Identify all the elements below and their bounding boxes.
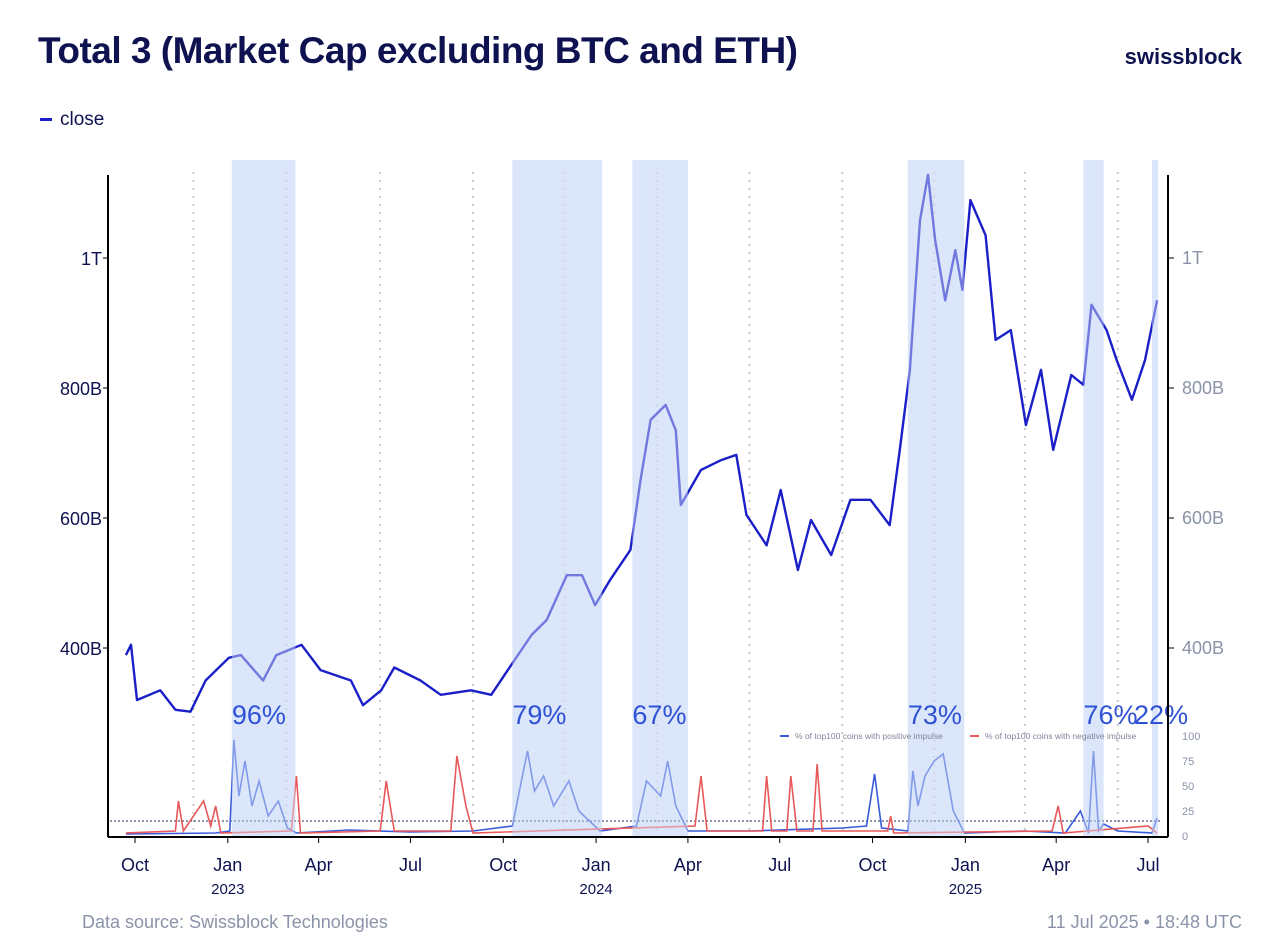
shaded-region [512, 160, 603, 836]
y-tick-label-left: 400B [60, 639, 102, 659]
region-label: 67% [632, 700, 686, 730]
x-tick-label: Apr [1042, 855, 1070, 875]
y-tick-label-left: 1T [81, 249, 102, 269]
timestamp: 11 Jul 2025 • 18:48 UTC [1046, 912, 1242, 932]
impulse-tick-label: 0 [1182, 831, 1188, 843]
x-tick-label: Jan [213, 855, 242, 875]
y-tick-label-right: 600B [1182, 508, 1224, 528]
shaded-overlay [1152, 160, 1159, 836]
impulse-legend-label: % of top100 coins with negative impulse [985, 731, 1136, 741]
swissblock-logo: swissblock [1124, 44, 1242, 69]
shaded-overlay [1083, 160, 1104, 836]
x-tick-label: Apr [305, 855, 333, 875]
region-label: 96% [232, 700, 286, 730]
x-year-label: 2025 [949, 881, 982, 898]
y-tick-label-right: 1T [1182, 248, 1203, 268]
x-tick-label: Oct [859, 855, 887, 875]
data-source: Data source: Swissblock Technologies [82, 912, 388, 932]
legend-close[interactable]: close [40, 109, 104, 131]
shaded-overlay [632, 160, 688, 836]
x-tick-label: Jan [951, 855, 980, 875]
shaded-overlay [512, 160, 603, 836]
impulse-tick-label: 100 [1182, 731, 1200, 743]
y-tick-label-right: 400B [1182, 638, 1224, 658]
impulse-legend-label: % of top100 coins with positive impulse [795, 731, 943, 741]
negative-impulse-line [125, 755, 1158, 834]
x-tick-label: Jul [399, 855, 422, 875]
x-year-label: 2024 [579, 881, 612, 898]
x-tick-label: Oct [121, 855, 149, 875]
shaded-region [632, 160, 688, 836]
legend-label: close [60, 109, 105, 130]
region-label: 76% [1083, 700, 1137, 730]
shaded-overlay [907, 160, 965, 836]
x-tick-label: Oct [489, 855, 517, 875]
x-tick-label: Apr [674, 855, 702, 875]
impulse-tick-label: 25 [1182, 806, 1194, 818]
x-tick-label: Jul [1136, 855, 1159, 875]
shaded-overlay [231, 160, 296, 836]
close-line [124, 173, 1159, 713]
legend-swatch [40, 118, 52, 122]
y-tick-label-right: 800B [1182, 378, 1224, 398]
x-tick-label: Jan [582, 855, 611, 875]
impulse-tick-label: 75 [1182, 756, 1194, 768]
region-label: 22% [1134, 700, 1188, 730]
region-label: 73% [908, 700, 962, 730]
impulse-tick-label: 50 [1182, 781, 1194, 793]
x-year-label: 2023 [211, 881, 244, 898]
region-label: 79% [512, 700, 566, 730]
page-title: Total 3 (Market Cap excluding BTC and ET… [38, 30, 798, 71]
y-tick-label-left: 800B [60, 379, 102, 399]
y-tick-label-left: 600B [60, 509, 102, 529]
x-tick-label: Jul [768, 855, 791, 875]
shaded-region [1152, 160, 1159, 836]
shaded-region [231, 160, 296, 836]
